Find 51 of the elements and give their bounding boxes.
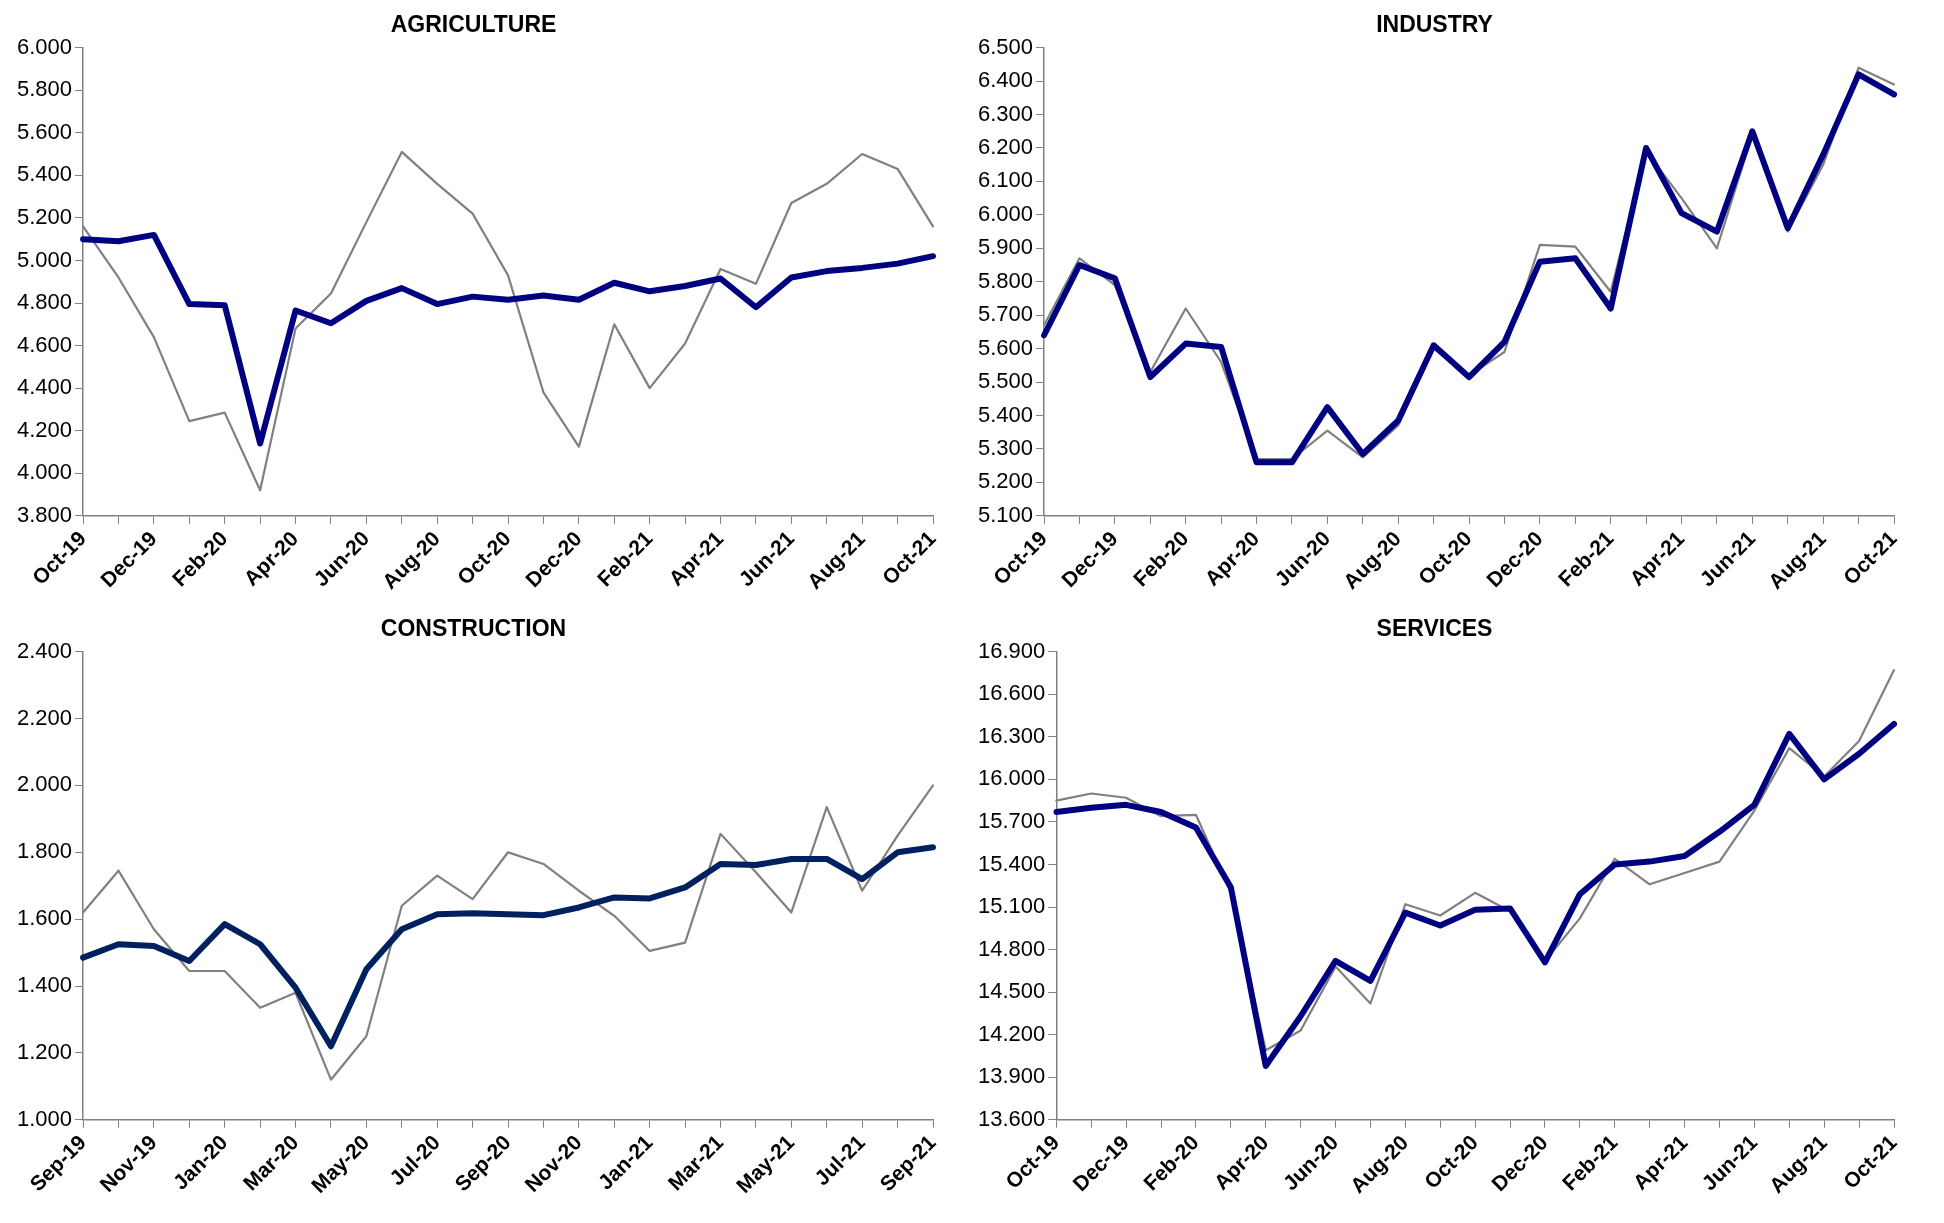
y-tick-label: 2.000 xyxy=(16,771,73,797)
y-tick-label: 5.600 xyxy=(977,334,1034,360)
y-tick-label: 1.600 xyxy=(16,905,73,931)
y-tick-label: 13.600 xyxy=(977,1105,1046,1131)
y-tick-label: 5.000 xyxy=(16,246,73,272)
y-tick-label: 5.200 xyxy=(16,203,73,229)
y-tick-label: 2.400 xyxy=(16,637,73,663)
y-tick-label: 3.800 xyxy=(16,501,73,527)
y-tick-label: 16.000 xyxy=(977,765,1046,791)
y-tick-label: 6.200 xyxy=(977,134,1034,159)
y-tick-label: 14.500 xyxy=(977,978,1046,1004)
y-tick-label: 16.300 xyxy=(977,722,1046,748)
y-tick-label: 5.900 xyxy=(977,234,1034,260)
y-tick-label: 5.800 xyxy=(16,76,73,102)
y-tick-label: 6.400 xyxy=(977,67,1034,93)
y-tick-label: 15.400 xyxy=(977,850,1046,876)
y-tick-label: 13.900 xyxy=(977,1063,1046,1089)
y-tick-label: 14.200 xyxy=(977,1020,1046,1046)
y-tick-label: 5.600 xyxy=(16,118,73,144)
y-tick-label: 5.700 xyxy=(977,301,1034,327)
y-tick-label: 6.000 xyxy=(977,200,1034,226)
chart-title: SERVICES xyxy=(1376,615,1493,642)
y-tick-label: 6.000 xyxy=(16,33,73,59)
y-tick-label: 5.100 xyxy=(977,501,1034,527)
y-tick-label: 1.000 xyxy=(16,1105,73,1131)
y-tick-label: 4.400 xyxy=(16,374,73,400)
y-tick-label: 5.400 xyxy=(977,401,1034,427)
y-tick-label: 1.400 xyxy=(16,972,73,998)
y-tick-label: 1.200 xyxy=(16,1039,73,1064)
y-tick-label: 15.700 xyxy=(977,807,1046,833)
y-tick-label: 5.800 xyxy=(977,267,1034,293)
chart-title: CONSTRUCTION xyxy=(380,615,567,642)
y-tick-label: 5.500 xyxy=(977,368,1034,394)
y-tick-label: 1.800 xyxy=(16,838,73,864)
y-tick-label: 5.300 xyxy=(977,435,1034,461)
y-tick-label: 6.500 xyxy=(977,33,1034,59)
y-tick-label: 5.400 xyxy=(16,161,73,187)
y-tick-label: 6.100 xyxy=(977,167,1034,193)
y-tick-label: 4.200 xyxy=(16,416,73,442)
chart-title: INDUSTRY xyxy=(1376,11,1493,38)
y-tick-label: 6.300 xyxy=(977,100,1034,126)
y-tick-label: 4.000 xyxy=(16,459,73,485)
y-tick-label: 14.800 xyxy=(977,935,1046,961)
y-tick-label: 4.800 xyxy=(16,289,73,315)
y-tick-label: 5.200 xyxy=(977,468,1034,494)
y-tick-label: 16.900 xyxy=(977,637,1046,663)
y-tick-label: 15.100 xyxy=(977,893,1046,919)
chart-title: AGRICULTURE xyxy=(390,11,557,38)
y-tick-label: 2.200 xyxy=(16,704,73,730)
y-tick-label: 4.600 xyxy=(16,331,73,357)
y-tick-label: 16.600 xyxy=(977,680,1046,706)
